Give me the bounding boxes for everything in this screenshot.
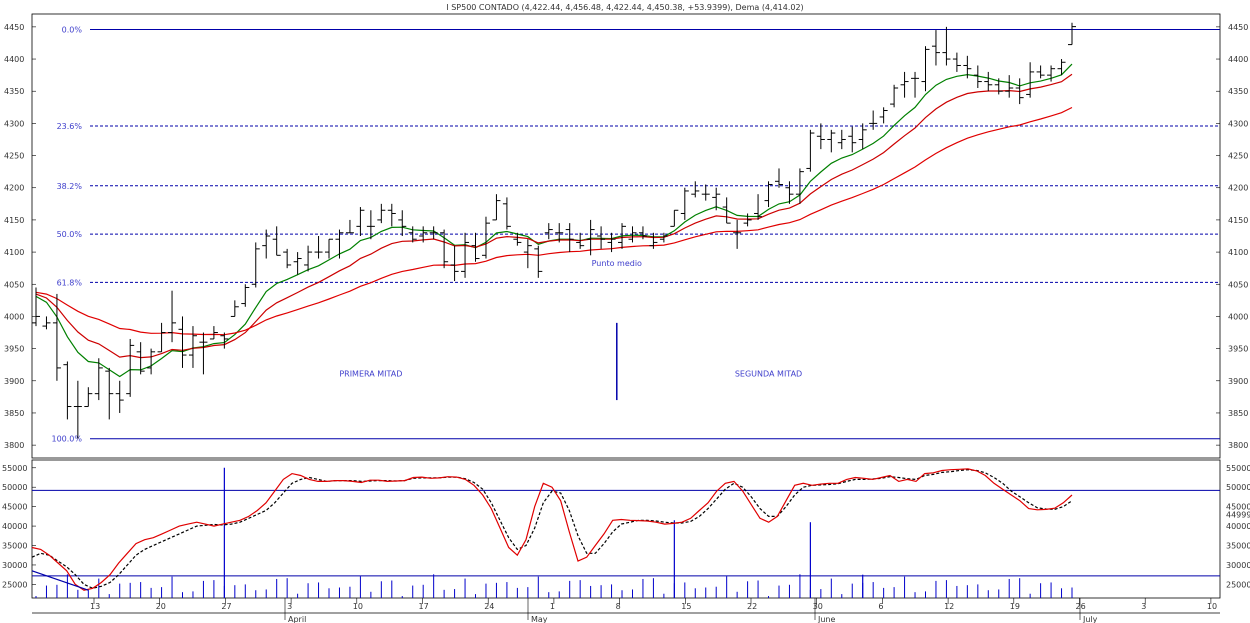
price-tick-label-right: 3900 xyxy=(1228,377,1248,386)
chart-annotation: Punto medio xyxy=(592,259,642,268)
osc-tick-label-left: 50000 xyxy=(2,483,27,492)
osc-tick-label-right: 35000 xyxy=(1226,542,1250,551)
date-tick-label: 19 xyxy=(1010,602,1020,611)
date-tick-label: 1 xyxy=(550,602,555,611)
osc-tick-label-right: 50000 xyxy=(1226,483,1250,492)
fib-level-label: 38.2% xyxy=(57,182,83,191)
fib-level-label: 23.6% xyxy=(57,122,83,131)
ema-fast-line xyxy=(35,63,1073,378)
price-tick-label-right: 3950 xyxy=(1228,345,1248,354)
stoch-k-line xyxy=(31,468,1073,591)
price-tick-label-right: 4100 xyxy=(1228,248,1248,257)
date-tick-label: 26 xyxy=(1076,602,1086,611)
ema-long-line xyxy=(35,106,1073,336)
price-tick-label-left: 4200 xyxy=(4,184,24,193)
fib-level-label: 100.0% xyxy=(51,435,82,444)
date-tick-label: 15 xyxy=(681,602,691,611)
price-tick-label-left: 4300 xyxy=(4,119,24,128)
price-tick-label-left: 4050 xyxy=(4,280,24,289)
osc-start-line xyxy=(31,570,89,591)
price-tick-label-right: 4250 xyxy=(1228,152,1248,161)
date-tick-label: 20 xyxy=(156,602,166,611)
oscillator-panel-border xyxy=(31,459,1221,599)
price-tick-label-left: 4400 xyxy=(4,55,24,64)
date-tick-label: 22 xyxy=(747,602,757,611)
price-tick-label-left: 4250 xyxy=(4,152,24,161)
osc-tick-label-right: 44999 xyxy=(1226,511,1250,520)
fib-level-label: 0.0% xyxy=(62,25,83,34)
osc-tick-label-left: 45000 xyxy=(2,503,27,512)
fib-level-label: 50.0% xyxy=(57,230,83,239)
date-tick-label: 3 xyxy=(1141,602,1146,611)
date-axis: 132027310172418152230612192631017AprilMa… xyxy=(90,598,1217,623)
price-tick-label-left: 4000 xyxy=(4,312,24,321)
chart-annotation: SEGUNDA MITAD xyxy=(735,370,802,379)
price-tick-label-right: 4400 xyxy=(1228,55,1248,64)
price-tick-label-right: 4200 xyxy=(1228,184,1248,193)
ema-slow-line xyxy=(35,73,1073,359)
month-label: April xyxy=(288,615,306,623)
price-tick-label-right: 4000 xyxy=(1228,312,1248,321)
stoch-d-line xyxy=(31,469,1073,589)
date-tick-label: 6 xyxy=(878,602,883,611)
price-tick-label-right: 3800 xyxy=(1228,441,1248,450)
osc-tick-label-left: 40000 xyxy=(2,522,27,531)
price-tick-label-left: 3900 xyxy=(4,377,24,386)
price-tick-label-left: 4450 xyxy=(4,23,24,32)
date-tick-label: 8 xyxy=(616,602,621,611)
price-tick-label-right: 4350 xyxy=(1228,87,1248,96)
osc-tick-label-right: 40000 xyxy=(1226,522,1250,531)
chart-annotation: PRIMERA MITAD xyxy=(339,370,402,379)
price-tick-label-left: 4350 xyxy=(4,87,24,96)
price-tick-label-right: 4450 xyxy=(1228,23,1248,32)
date-tick-label: 30 xyxy=(813,602,823,611)
price-tick-label-right: 4150 xyxy=(1228,216,1248,225)
price-tick-label-right: 4050 xyxy=(1228,280,1248,289)
price-tick-label-left: 4100 xyxy=(4,248,24,257)
osc-tick-label-right: 45000 xyxy=(1226,503,1250,512)
date-tick-label: 12 xyxy=(944,602,954,611)
chart-frame xyxy=(31,13,1221,614)
date-tick-label: 24 xyxy=(484,602,494,611)
osc-tick-label-right: 25000 xyxy=(1226,580,1250,589)
month-label: July xyxy=(1082,615,1098,623)
month-label: May xyxy=(531,615,548,623)
date-tick-label: 13 xyxy=(90,602,100,611)
date-tick-label: 10 xyxy=(1207,602,1217,611)
osc-tick-label-left: 30000 xyxy=(2,561,27,570)
price-tick-label-right: 4300 xyxy=(1228,119,1248,128)
oscillator-panel: 25000 30000 35000 40000 45000 50000 55000 25000… xyxy=(2,464,1250,598)
price-tick-label-left: 3950 xyxy=(4,345,24,354)
price-panel-border xyxy=(31,13,1221,459)
date-tick-label: 3 xyxy=(287,602,292,611)
price-tick-label-left: 3850 xyxy=(4,409,24,418)
date-tick-label: 17 xyxy=(419,602,429,611)
osc-tick-label-right: 55000 xyxy=(1226,464,1250,473)
price-tick-label-left: 4150 xyxy=(4,216,24,225)
chart-title: I SP500 CONTADO (4,422.44, 4,456.48, 4,4… xyxy=(446,3,803,12)
osc-tick-label-left: 35000 xyxy=(2,542,27,551)
osc-tick-label-left: 25000 xyxy=(2,580,27,589)
price-tick-label-right: 3850 xyxy=(1228,409,1248,418)
fib-level-label: 61.8% xyxy=(57,278,83,287)
month-label: June xyxy=(817,615,836,623)
price-tick-label-left: 3800 xyxy=(4,441,24,450)
osc-tick-label-right: 30000 xyxy=(1226,561,1250,570)
date-tick-label: 27 xyxy=(221,602,231,611)
date-tick-label: 10 xyxy=(353,602,363,611)
osc-tick-label-left: 55000 xyxy=(2,464,27,473)
price-panel: 3800 3800 3850 3850 3900 3900 3950 3950 4000 4000… xyxy=(4,22,1248,450)
